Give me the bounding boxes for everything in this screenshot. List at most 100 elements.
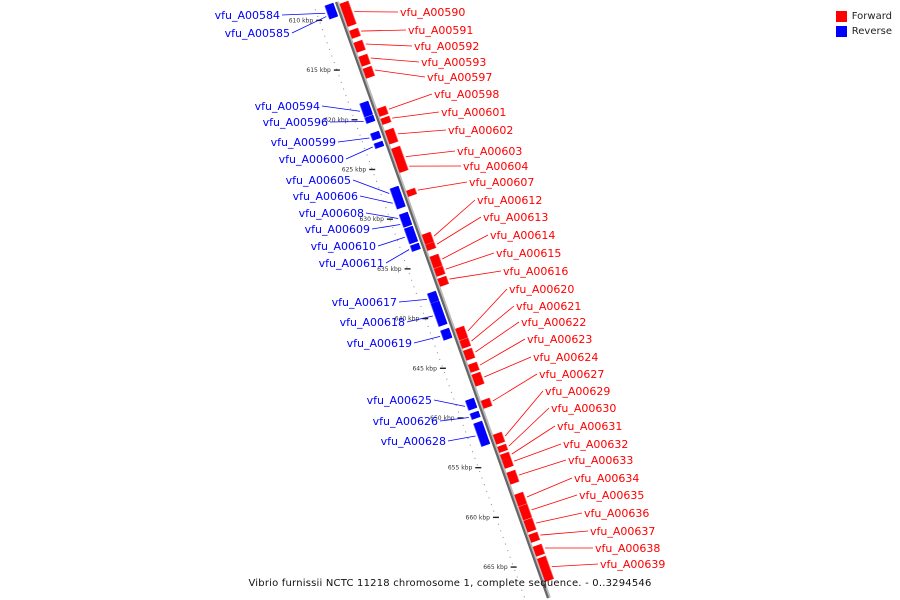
forward-gene-label[interactable]: vfu_A00598 (434, 88, 499, 101)
reverse-gene-block (426, 290, 440, 304)
forward-gene-label[interactable]: vfu_A00629 (545, 385, 610, 398)
leader-line (540, 530, 589, 536)
forward-gene-block (376, 105, 389, 117)
leader-line (433, 199, 476, 237)
reverse-gene-label[interactable]: vfu_A00585 (225, 27, 290, 40)
leader-line (449, 270, 502, 280)
leader-line (365, 43, 413, 47)
forward-gene-label[interactable]: vfu_A00615 (496, 247, 561, 260)
reverse-gene-block (464, 397, 478, 411)
reverse-gene-block-highlight (400, 219, 404, 228)
gene-blocks (324, 0, 555, 582)
forward-gene-label[interactable]: vfu_A00632 (563, 438, 628, 451)
forward-gene-label[interactable]: vfu_A00622 (521, 316, 586, 329)
forward-gene-block (506, 469, 520, 485)
reverse-gene-label[interactable]: vfu_A00584 (215, 9, 280, 22)
forward-gene-label[interactable]: vfu_A00607 (469, 176, 534, 189)
forward-gene-block (433, 265, 446, 277)
forward-gene-block-highlight (476, 361, 480, 370)
forward-gene-block (397, 163, 409, 173)
forward-gene-block (339, 0, 357, 27)
leader-line (388, 93, 433, 110)
legend-reverse: Reverse (835, 24, 892, 39)
scale-dotted-line (314, 9, 526, 600)
forward-gene-label[interactable]: vfu_A00623 (527, 333, 592, 346)
forward-gene-label[interactable]: vfu_A00592 (414, 40, 479, 53)
forward-gene-label[interactable]: vfu_A00612 (477, 194, 542, 207)
reverse-gene-block (391, 192, 406, 210)
reverse-gene-label[interactable]: vfu_A00605 (286, 174, 351, 187)
forward-gene-label[interactable]: vfu_A00597 (427, 71, 492, 84)
reverse-gene-label[interactable]: vfu_A00609 (305, 223, 370, 236)
reverse-gene-label[interactable]: vfu_A00625 (367, 394, 432, 407)
forward-gene-label[interactable]: vfu_A00631 (557, 420, 622, 433)
forward-gene-label[interactable]: vfu_A00602 (448, 124, 513, 137)
tick-label: 665 kbp (483, 564, 508, 571)
forward-gene-block-highlight (357, 27, 362, 36)
forward-gene-label[interactable]: vfu_A00604 (463, 160, 528, 173)
reverse-gene-label[interactable]: vfu_A00619 (347, 337, 412, 350)
forward-gene-label[interactable]: vfu_A00627 (539, 368, 604, 381)
legend-forward: Forward (835, 9, 892, 24)
forward-gene-label[interactable]: vfu_A00603 (457, 145, 522, 158)
forward-gene-label[interactable]: vfu_A00634 (574, 472, 639, 485)
forward-gene-label[interactable]: vfu_A00624 (533, 351, 598, 364)
reverse-gene-label[interactable]: vfu_A00611 (319, 257, 384, 270)
forward-gene-block-highlight (414, 187, 418, 194)
leader-line (337, 137, 370, 143)
leader-line (484, 356, 532, 378)
leader-line (365, 212, 399, 219)
forward-gene-label[interactable]: vfu_A00639 (600, 558, 665, 571)
reverse-gene-label[interactable]: vfu_A00594 (255, 100, 320, 113)
forward-gene-label[interactable]: vfu_A00621 (516, 300, 581, 313)
reverse-gene-block (327, 10, 338, 19)
leader-line (361, 29, 407, 32)
map-caption: Vibrio furnissii NCTC 11218 chromosome 1… (248, 578, 652, 589)
forward-gene-label[interactable]: vfu_A00593 (421, 56, 486, 69)
reverse-gene-label[interactable]: vfu_A00600 (279, 153, 344, 166)
leader-line (374, 69, 426, 78)
forward-gene-block-highlight (366, 53, 372, 64)
forward-gene-block (429, 253, 443, 269)
forward-gene-block-highlight (510, 457, 515, 466)
reverse-gene-block (439, 327, 453, 341)
forward-gene-label[interactable]: vfu_A00636 (584, 507, 649, 520)
forward-gene-label[interactable]: vfu_A00590 (400, 6, 465, 19)
forward-gene-label[interactable]: vfu_A00630 (551, 402, 616, 415)
forward-gene-label[interactable]: vfu_A00613 (483, 211, 548, 224)
forward-gene-label[interactable]: vfu_A00637 (590, 525, 655, 538)
tick-label: 630 kbp (359, 216, 384, 223)
forward-gene-label[interactable]: vfu_A00614 (490, 229, 555, 242)
reverse-gene-label[interactable]: vfu_A00626 (373, 415, 438, 428)
leader-line (531, 494, 578, 511)
forward-gene-block-highlight (545, 555, 555, 579)
reverse-gene-block-highlight (369, 133, 374, 141)
tick-label: 635 kbp (377, 266, 402, 273)
forward-gene-block-highlight (371, 65, 376, 76)
reverse-gene-label[interactable]: vfu_A00608 (299, 207, 364, 220)
reverse-gene-label[interactable]: vfu_A00610 (311, 240, 376, 253)
leader-line (492, 373, 538, 402)
forward-gene-label[interactable]: vfu_A00601 (441, 106, 506, 119)
forward-gene-label[interactable]: vfu_A00635 (579, 489, 644, 502)
forward-gene-label[interactable]: vfu_A00620 (509, 283, 574, 296)
reverse-gene-block-highlight (472, 423, 482, 447)
reverse-gene-label[interactable]: vfu_A00596 (263, 116, 328, 129)
reverse-gene-label[interactable]: vfu_A00618 (340, 316, 405, 329)
reverse-gene-label[interactable]: vfu_A00606 (293, 190, 358, 203)
forward-gene-label[interactable]: vfu_A00638 (595, 542, 660, 555)
forward-gene-block (358, 53, 371, 67)
reverse-gene-label[interactable]: vfu_A00599 (271, 136, 336, 149)
forward-gene-label[interactable]: vfu_A00633 (568, 454, 633, 467)
forward-gene-block (349, 27, 361, 39)
forward-gene-block-highlight (347, 0, 357, 24)
forward-gene-block (502, 457, 514, 469)
tick-label: 645 kbp (412, 365, 437, 372)
forward-gene-label[interactable]: vfu_A00591 (408, 24, 473, 37)
leader-line (352, 179, 390, 194)
reverse-gene-label[interactable]: vfu_A00628 (381, 435, 446, 448)
leader-line (504, 390, 544, 437)
forward-gene-label[interactable]: vfu_A00616 (503, 265, 568, 278)
reverse-gene-label[interactable]: vfu_A00617 (332, 296, 397, 309)
